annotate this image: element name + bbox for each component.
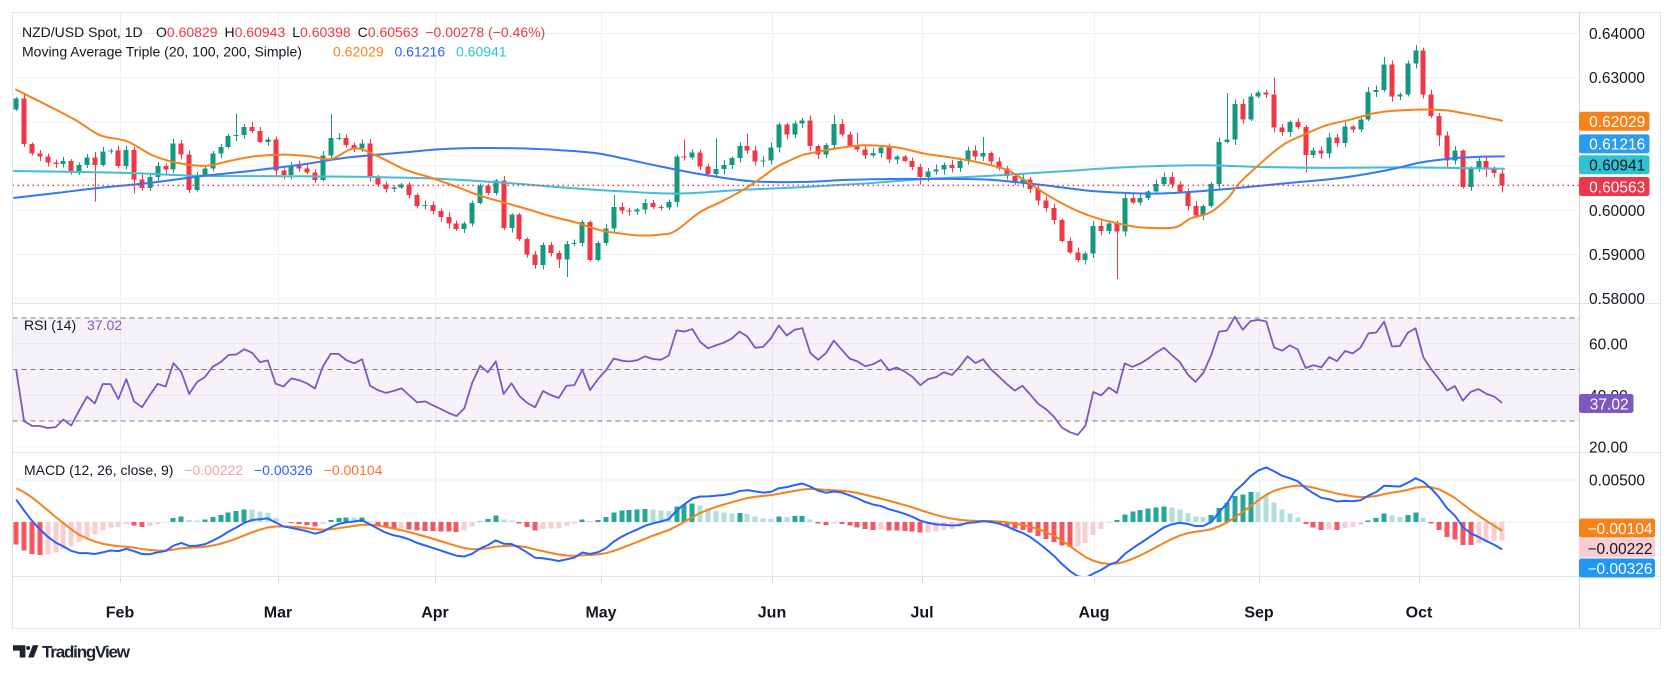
svg-text:Oct: Oct <box>1406 605 1433 622</box>
svg-text:0.63000: 0.63000 <box>1589 70 1645 87</box>
svg-text:RSI (14) 37.02: RSI (14) 37.02 <box>24 317 122 333</box>
svg-text:0.64000: 0.64000 <box>1589 26 1645 43</box>
svg-text:Feb: Feb <box>106 605 135 622</box>
svg-text:0.59000: 0.59000 <box>1589 247 1645 264</box>
svg-text:Aug: Aug <box>1078 605 1109 622</box>
svg-text:−0.00326: −0.00326 <box>1587 561 1652 578</box>
svg-text:0.62029: 0.62029 <box>1589 114 1645 131</box>
svg-text:NZD/USD Spot, 1D: NZD/USD Spot, 1D <box>22 24 143 40</box>
svg-text:0.62029 0.61216 0.60941: 0.62029 0.61216 0.60941 <box>333 44 507 60</box>
svg-text:Jun: Jun <box>758 605 786 622</box>
svg-text:20.00: 20.00 <box>1589 439 1628 456</box>
svg-text:0.61216: 0.61216 <box>1589 137 1645 154</box>
svg-text:0.00500: 0.00500 <box>1589 473 1645 490</box>
svg-text:Apr: Apr <box>421 605 449 622</box>
svg-text:Moving Average Triple (20, 100: Moving Average Triple (20, 100, 200, Sim… <box>22 44 302 60</box>
svg-text:60.00: 60.00 <box>1589 336 1628 353</box>
svg-text:Sep: Sep <box>1244 605 1274 622</box>
svg-text:Jul: Jul <box>910 605 933 622</box>
svg-text:Mar: Mar <box>264 605 292 622</box>
svg-text:−0.00104: −0.00104 <box>1587 521 1652 538</box>
svg-text:0.60941: 0.60941 <box>1589 158 1645 175</box>
svg-text:MACD (12, 26, close, 9) −0.00: MACD (12, 26, close, 9) −0.00222 −0.0032… <box>24 462 383 478</box>
svg-text:O0.60829 H0.60943 L0.60398 C0.: O0.60829 H0.60943 L0.60398 C0.60563 −0.0… <box>156 24 545 40</box>
svg-text:0.58000: 0.58000 <box>1589 291 1645 308</box>
svg-text:May: May <box>585 605 616 622</box>
svg-text:0.60000: 0.60000 <box>1589 203 1645 220</box>
svg-text:TradingView: TradingView <box>42 642 131 661</box>
svg-text:0.60563: 0.60563 <box>1589 179 1645 196</box>
svg-text:−0.00222: −0.00222 <box>1587 541 1652 558</box>
svg-text:37.02: 37.02 <box>1590 396 1629 413</box>
